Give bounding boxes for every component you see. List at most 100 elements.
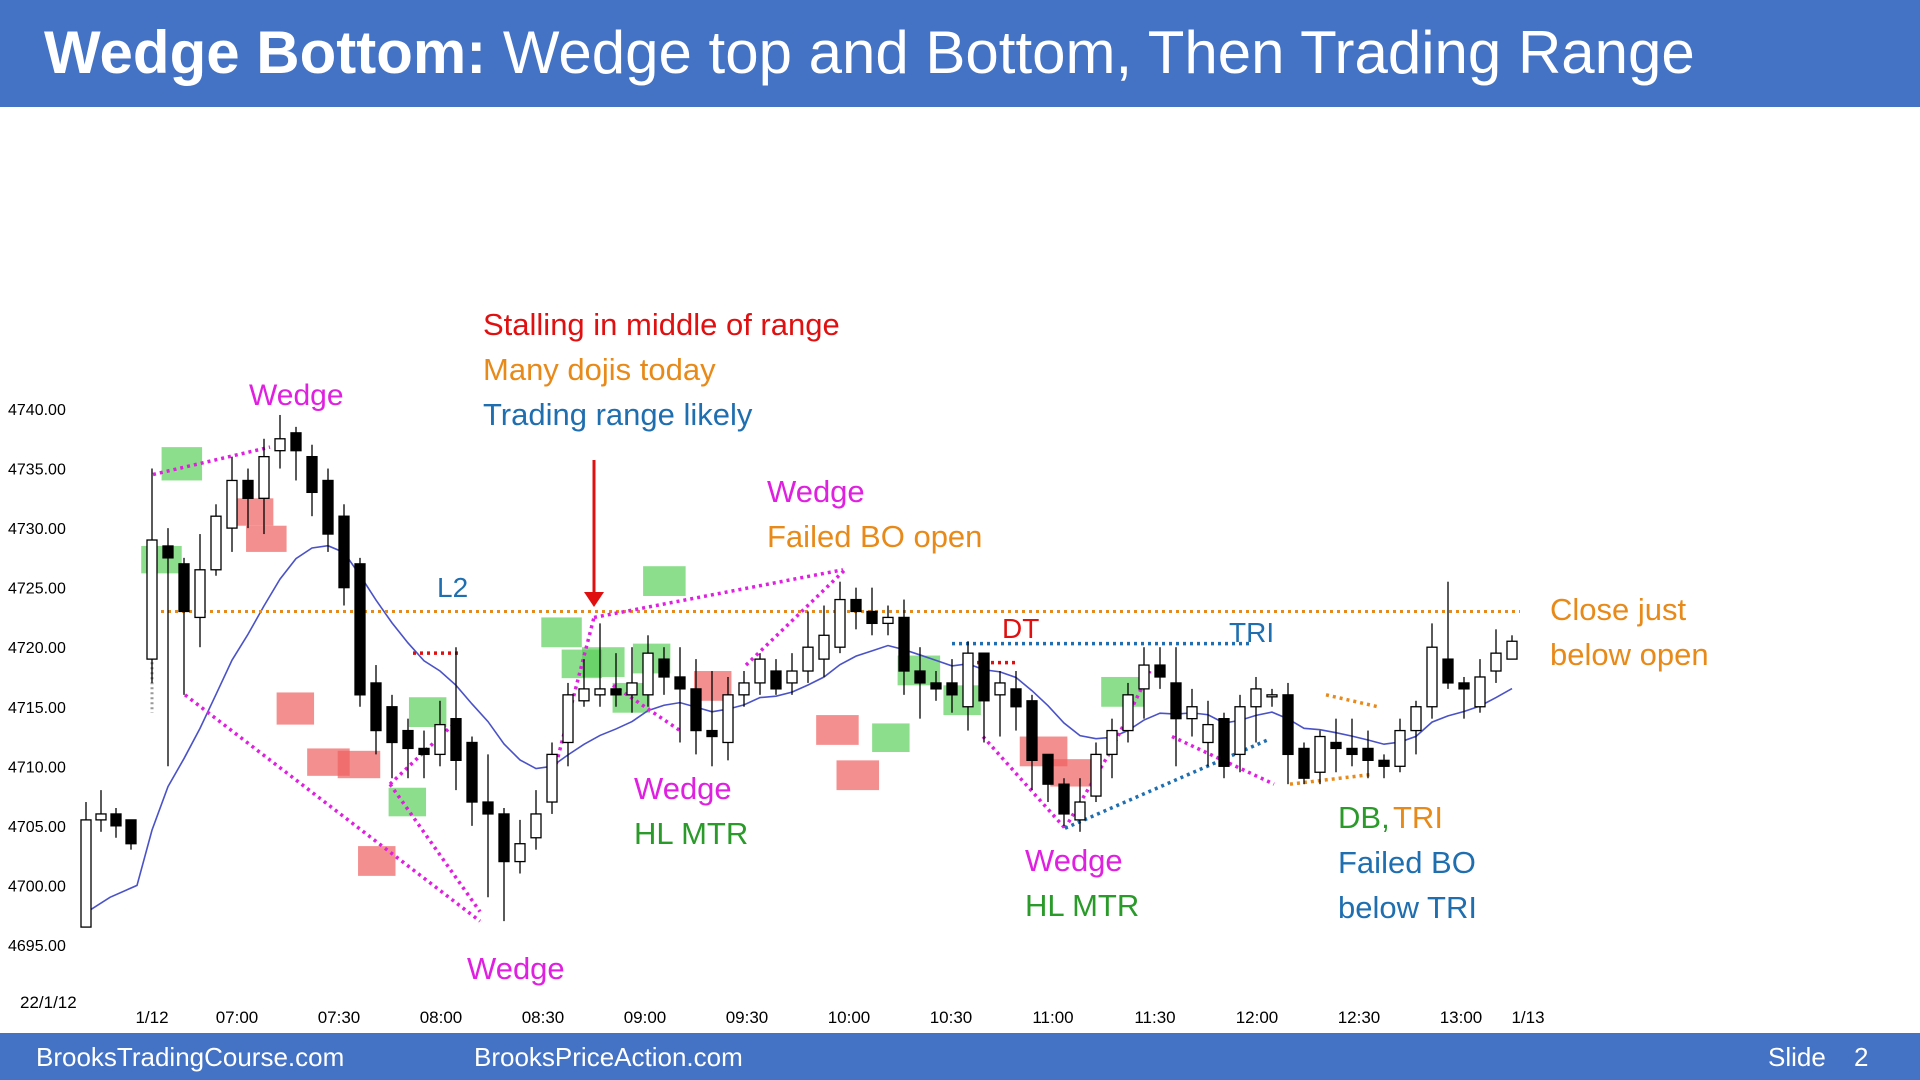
bar-body [1394,729,1406,767]
bar-body [626,682,638,696]
bar-body [306,455,318,494]
price-bar [530,790,542,850]
bar-body [125,819,137,845]
bar-body [946,682,958,696]
bar-body [578,688,590,702]
bar-body [594,688,606,696]
bar-body [338,515,350,589]
annotation-dt: DT [1002,613,1039,644]
ema-line [81,544,1513,916]
bar-body [642,652,654,696]
annotation-db: DB, [1338,800,1390,835]
prior-day-bar [95,790,107,832]
price-bar [1138,647,1150,719]
price-bar [1202,700,1214,767]
price-bar [1330,718,1342,773]
price-bar [1314,730,1326,785]
bar-body [530,813,542,839]
annotation-l2: L2 [437,572,468,603]
highlight-box [541,617,582,648]
slide-title: Wedge Bottom: Wedge top and Bottom, Then… [44,18,1695,87]
slide-number: 2 [1854,1042,1869,1072]
price-bar [1442,581,1454,689]
annotation-hl-mtr-1: HL MTR [634,816,748,851]
price-bar [514,819,526,874]
bar-body [962,652,974,708]
highlight-box [643,566,686,596]
bar-body [978,652,990,702]
bar-body [818,634,830,660]
price-bar [1170,647,1182,767]
bar-body [1378,759,1390,767]
price-bar [914,647,926,719]
bar-body [674,676,686,690]
price-bar [1410,700,1422,755]
slide-label: Slide [1768,1042,1826,1072]
annotation-failed-bo: Failed BO open [767,519,982,554]
bar-body [146,539,158,660]
y-tick-label: 4720.00 [8,640,66,657]
bar-body [290,432,302,452]
price-bar [962,641,974,731]
highlight-box [836,760,880,791]
price-bar [1474,659,1486,713]
bar-body [1298,747,1310,779]
price-bar [1186,688,1198,737]
bar-body [1490,652,1502,672]
bar-body [162,545,174,559]
bar-body [658,658,670,678]
price-bar [562,682,574,767]
bar-body [850,598,862,613]
bar-body [610,688,622,696]
price-bar [626,647,638,713]
price-bar [994,671,1006,737]
annotation-wedge-bottom: Wedge [467,951,565,986]
price-bar [818,605,830,677]
bar-body [95,813,107,821]
price-bar [1394,718,1406,773]
price-bar [850,587,862,630]
price-bar [290,426,302,481]
bar-body [178,563,190,613]
bar-body [1218,718,1230,767]
price-bar [690,659,702,755]
price-bar [1490,629,1502,683]
price-bar [1266,688,1278,707]
price-bar [1154,647,1166,689]
price-bar [1218,712,1230,779]
bar-body [482,801,494,815]
bar-body [1346,747,1358,756]
y-tick-label: 4710.00 [8,759,66,776]
title-banner: Wedge Bottom: Wedge top and Bottom, Then… [0,0,1920,107]
bar-body [466,741,478,803]
annotation-tr-likely: Trading range likely [483,397,753,432]
bar-body [1202,723,1214,744]
bar-body [498,813,510,863]
bar-body [1266,694,1278,698]
price-bar [322,468,334,552]
bar-body [258,455,270,499]
wedge-rise-line-3 [744,568,847,667]
highlight-box [246,525,287,552]
bar-body [690,688,702,732]
x-tick-label: 1/12 [135,1008,168,1027]
footer-site-2[interactable]: BrooksPriceAction.com [474,1042,743,1072]
bar-body [402,729,414,750]
bar-body [274,438,286,452]
highlight-box [816,715,859,745]
x-tick-label: 1/13 [1511,1008,1544,1027]
annotation-wedge-4: Wedge [1025,843,1123,878]
y-tick-label: 4705.00 [8,819,66,836]
highlight-box [276,692,315,725]
annotation-db-tri: TRI [1393,800,1443,835]
x-tick-label: 11:30 [1134,1008,1175,1027]
footer-site-1[interactable]: BrooksTradingCourse.com [36,1042,345,1072]
slide-title-bold: Wedge Bottom: [44,19,487,86]
annotation-failed-bo-2: Failed BO [1338,845,1476,880]
bar-body [370,682,382,732]
annotation-close-1: Close just [1550,592,1686,627]
price-bar [306,444,318,517]
bar-body [1058,783,1070,815]
bar-body [1138,664,1150,690]
price-bar [1506,635,1518,660]
